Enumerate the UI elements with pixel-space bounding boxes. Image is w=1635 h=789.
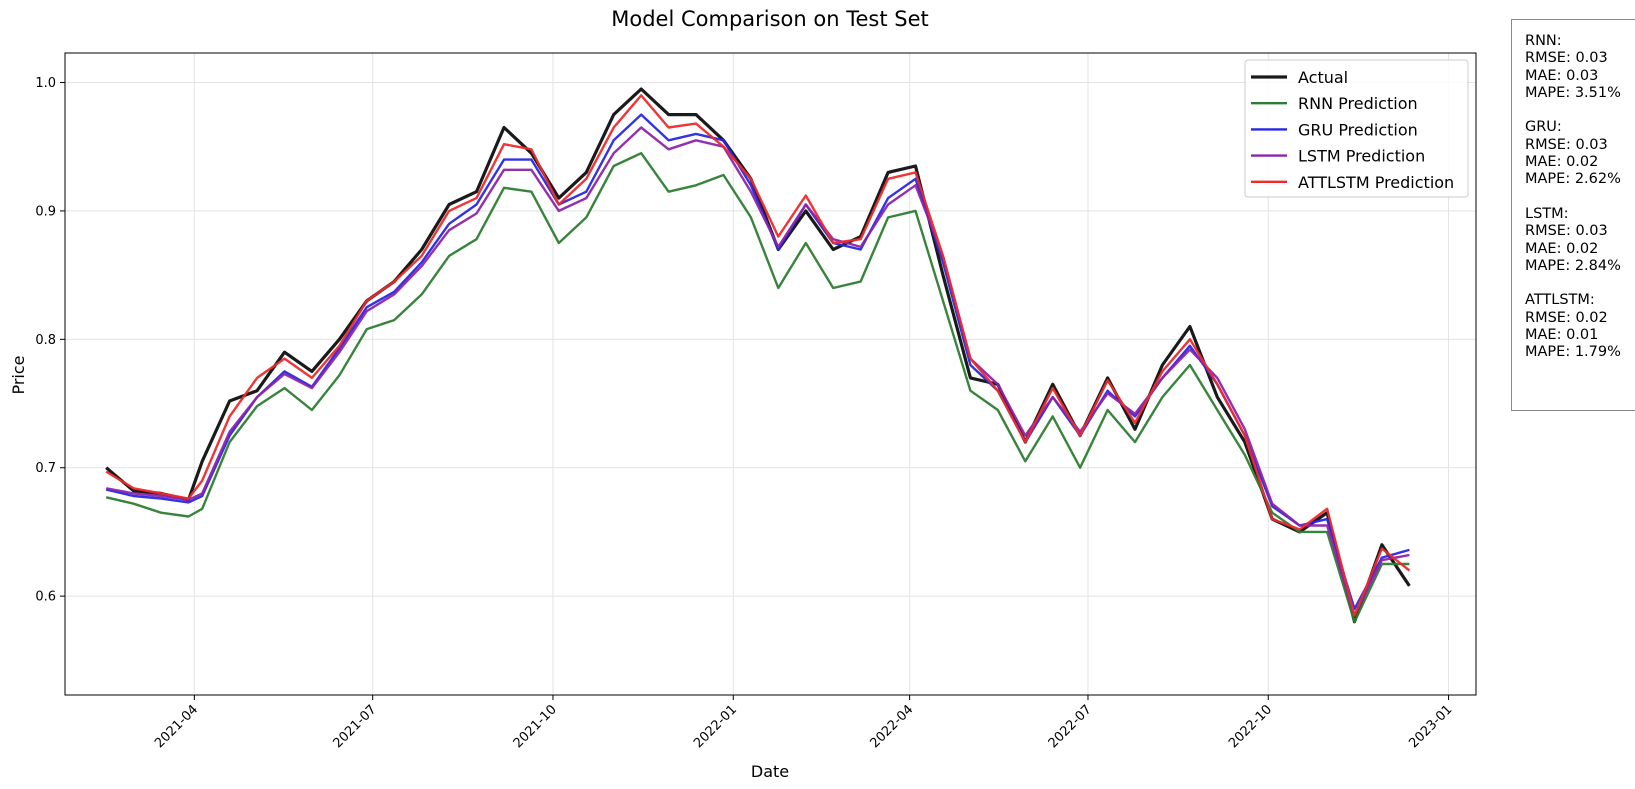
legend-label: LSTM Prediction <box>1298 147 1425 166</box>
metrics-model-name: RNN: <box>1525 33 1562 49</box>
y-axis-label: Price <box>9 355 28 394</box>
metrics-rnn: RNN: RMSE: 0.03 MAE: 0.03 MAPE: 3.51% <box>1525 33 1635 102</box>
legend: Actual RNN Prediction GRU Prediction LSTM P… <box>1244 59 1469 198</box>
metrics-attlstm: ATTLSTM: RMSE: 0.02 MAE: 0.01 MAPE: 1.79… <box>1525 292 1635 361</box>
x-tick-label: 2022-07 <box>1046 702 1095 751</box>
metrics-box: RNN: RMSE: 0.03 MAE: 0.03 MAPE: 3.51% GR… <box>1511 19 1635 411</box>
series-line-rnn-prediction <box>105 151 1410 623</box>
metrics-rmse: RMSE: 0.03 <box>1525 136 1608 153</box>
series-lines <box>105 87 1411 624</box>
series-line-actual <box>105 87 1411 624</box>
series-line-gru-prediction <box>105 113 1410 611</box>
legend-label: RNN Prediction <box>1298 94 1418 113</box>
y-tick-label: 1.0 <box>35 76 56 91</box>
legend-frame <box>1244 59 1469 198</box>
metrics-lstm: LSTM: RMSE: 0.03 MAE: 0.02 MAPE: 2.84% <box>1525 206 1635 275</box>
legend-label: ATTLSTM Prediction <box>1298 173 1454 192</box>
metrics-mape: MAPE: 3.51% <box>1525 84 1621 101</box>
metrics-mae: MAE: 0.01 <box>1525 327 1599 344</box>
chart-title: Model Comparison on Test Set <box>611 7 928 31</box>
metrics-gru: GRU: RMSE: 0.03 MAE: 0.02 MAPE: 2.62% <box>1525 119 1635 188</box>
x-tick-label: 2021-07 <box>330 702 379 751</box>
metrics-rmse: RMSE: 0.03 <box>1525 223 1608 240</box>
metrics-mape: MAPE: 1.79% <box>1525 344 1621 361</box>
x-tick-label: 2022-04 <box>867 702 916 751</box>
x-axis-label: Date <box>751 762 789 781</box>
metrics-rmse: RMSE: 0.03 <box>1525 50 1608 67</box>
series-line-lstm-prediction <box>105 126 1410 617</box>
y-tick-label: 0.7 <box>35 461 56 476</box>
metrics-mae: MAE: 0.03 <box>1525 67 1599 84</box>
y-tick-label: 0.9 <box>35 204 56 219</box>
series-line-attlstm-prediction <box>105 94 1411 617</box>
metrics-model-name: LSTM: <box>1525 205 1569 222</box>
plot-frame <box>64 52 1477 696</box>
metrics-mae: MAE: 0.02 <box>1525 154 1599 171</box>
grid <box>65 53 1476 695</box>
y-tick-label: 0.6 <box>35 590 56 605</box>
metrics-rmse: RMSE: 0.02 <box>1525 309 1608 326</box>
legend-label: Actual <box>1298 68 1348 87</box>
legend-label: GRU Prediction <box>1298 120 1418 139</box>
x-tick-label: 2022-10 <box>1226 702 1275 751</box>
metrics-mape: MAPE: 2.84% <box>1525 257 1621 274</box>
x-tick-label: 2021-10 <box>511 702 560 751</box>
metrics-model-name: ATTLSTM: <box>1525 292 1595 309</box>
x-axis-ticks: 2021-04 2021-07 2021-10 2022-01 2022-04 2022-… <box>152 695 1455 751</box>
metrics-mae: MAE: 0.02 <box>1525 240 1599 257</box>
y-axis-ticks: 0.6 0.7 0.8 0.9 1.0 <box>35 76 65 605</box>
metrics-model-name: GRU: <box>1525 119 1562 136</box>
metrics-mape: MAPE: 2.62% <box>1525 171 1621 188</box>
x-tick-label: 2021-04 <box>152 702 201 751</box>
x-tick-label: 2023-01 <box>1406 702 1455 751</box>
y-tick-label: 0.8 <box>35 333 56 348</box>
x-tick-label: 2022-01 <box>691 702 740 751</box>
